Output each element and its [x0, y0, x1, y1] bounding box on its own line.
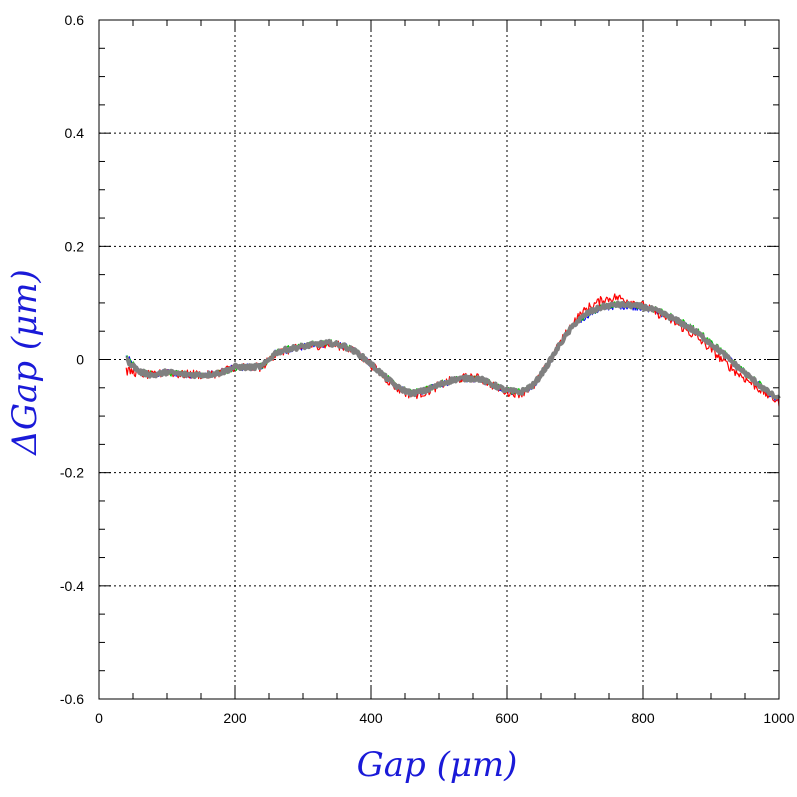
y-axis-title: ΔGap (μm): [5, 269, 45, 456]
series-line: [125, 300, 780, 402]
x-tick-label: 800: [631, 710, 655, 726]
x-tick-label: 1000: [763, 710, 794, 726]
grid-lines: [99, 20, 779, 699]
series-line: [125, 302, 780, 403]
y-tick-label: -0.2: [60, 465, 84, 481]
x-tick-label: 400: [359, 710, 383, 726]
x-tick-label: 600: [495, 710, 519, 726]
x-tick-labels: 0 200 400 600 800 1000: [95, 710, 795, 726]
series-line: [125, 293, 780, 407]
x-tick-label: 200: [223, 710, 247, 726]
x-tick-label: 0: [95, 710, 103, 726]
y-tick-label: 0.4: [65, 125, 85, 141]
x-axis-title: Gap (μm): [357, 745, 518, 785]
axis-ticks: [98, 19, 780, 700]
y-tick-label: -0.6: [60, 691, 84, 707]
y-tick-label: 0: [76, 352, 84, 368]
y-tick-label: 0.6: [65, 12, 85, 28]
y-tick-labels: -0.6 -0.4 -0.2 0 0.2 0.4 0.6: [60, 12, 84, 707]
y-tick-label: -0.4: [60, 578, 84, 594]
series-line: [125, 300, 781, 400]
series-layer: [125, 293, 781, 407]
y-tick-label: 0.2: [65, 238, 85, 254]
